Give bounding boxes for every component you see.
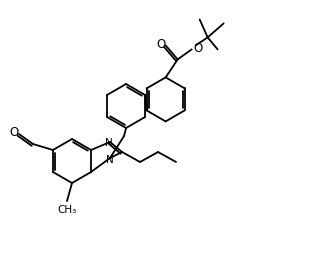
Text: N: N — [106, 154, 114, 164]
Text: O: O — [193, 42, 202, 55]
Text: O: O — [156, 38, 165, 51]
Text: O: O — [9, 126, 19, 139]
Text: N: N — [105, 137, 113, 147]
Text: CH₃: CH₃ — [57, 204, 77, 214]
